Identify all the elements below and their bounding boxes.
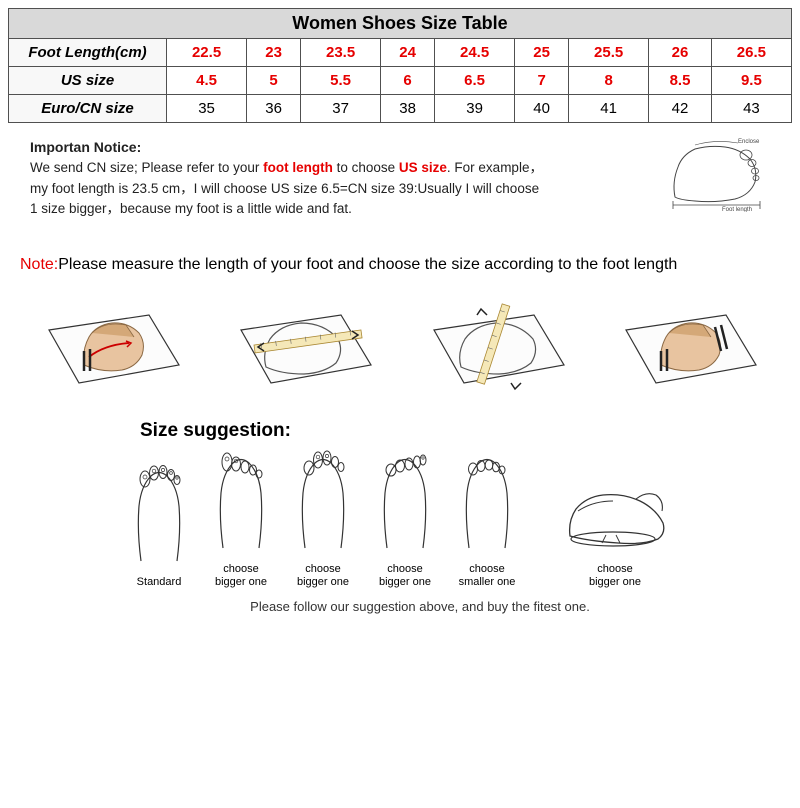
svg-text:Enclose: Enclose <box>738 139 760 145</box>
note-text: Please measure the length of your foot a… <box>58 256 677 273</box>
cell: 6 <box>381 67 435 95</box>
side-foot-diagram: choosebigger one <box>555 461 675 589</box>
measure-diagram-1 <box>34 295 189 400</box>
cell: 8 <box>569 67 649 95</box>
cell: 38 <box>381 95 435 123</box>
toe-label-2: choosebigger one <box>284 561 362 589</box>
cell: 25 <box>515 39 569 67</box>
toe-standard: Standard <box>120 461 198 589</box>
cell: 7 <box>515 67 569 95</box>
measure-diagram-3 <box>419 295 574 400</box>
cell: 37 <box>301 95 381 123</box>
measure-diagram-4 <box>611 295 766 400</box>
toe-bigger-1: choosebigger one <box>202 448 280 589</box>
cell: 23 <box>247 39 301 67</box>
cell: 41 <box>569 95 649 123</box>
toe-label-5: choosebigger one <box>555 561 675 589</box>
cell: 26.5 <box>711 39 791 67</box>
cell: 40 <box>515 95 569 123</box>
cell: 24 <box>381 39 435 67</box>
toe-bigger-3: choosebigger one <box>366 448 444 589</box>
toe-smaller: choosesmaller one <box>448 448 526 589</box>
toe-label-0: Standard <box>120 574 198 589</box>
suggestion-title: Size suggestion: <box>0 410 800 448</box>
cell: 5.5 <box>301 67 381 95</box>
suggestion-footer: Please follow our suggestion above, and … <box>0 589 800 614</box>
cell: 39 <box>435 95 515 123</box>
notice-text: Importan Notice: We send CN size; Please… <box>30 137 650 219</box>
cell: 23.5 <box>301 39 381 67</box>
table-title: Women Shoes Size Table <box>9 9 792 39</box>
notice-title: Importan Notice: <box>30 139 141 155</box>
svg-text:Foot length: Foot length <box>722 207 752 212</box>
suggestion-row: Standard choosebigger one choosebigger o… <box>0 448 800 589</box>
row-header: Euro/CN size <box>9 95 167 123</box>
note-prefix: Note: <box>20 256 58 273</box>
note-line: Note:Please measure the length of your f… <box>0 223 800 285</box>
cell: 24.5 <box>435 39 515 67</box>
cell: 35 <box>167 95 247 123</box>
cell: 6.5 <box>435 67 515 95</box>
notice-section: Importan Notice: We send CN size; Please… <box>0 131 800 223</box>
cell: 25.5 <box>569 39 649 67</box>
cell: 4.5 <box>167 67 247 95</box>
cell: 9.5 <box>711 67 791 95</box>
cell: 42 <box>649 95 712 123</box>
size-table: Women Shoes Size Table Foot Length(cm)22… <box>8 8 792 123</box>
toe-label-3: choosebigger one <box>366 561 444 589</box>
toe-label-4: choosesmaller one <box>448 561 526 589</box>
measure-diagram-2 <box>226 295 381 400</box>
row-header: Foot Length(cm) <box>9 39 167 67</box>
cell: 22.5 <box>167 39 247 67</box>
cell: 36 <box>247 95 301 123</box>
toe-bigger-2: choosebigger one <box>284 448 362 589</box>
toe-label-1: choosebigger one <box>202 561 280 589</box>
measure-diagrams-row <box>0 285 800 410</box>
cell: 5 <box>247 67 301 95</box>
cell: 8.5 <box>649 67 712 95</box>
cell: 43 <box>711 95 791 123</box>
cell: 26 <box>649 39 712 67</box>
foot-outline-diagram: Enclose Foot length <box>660 137 770 212</box>
row-header: US size <box>9 67 167 95</box>
